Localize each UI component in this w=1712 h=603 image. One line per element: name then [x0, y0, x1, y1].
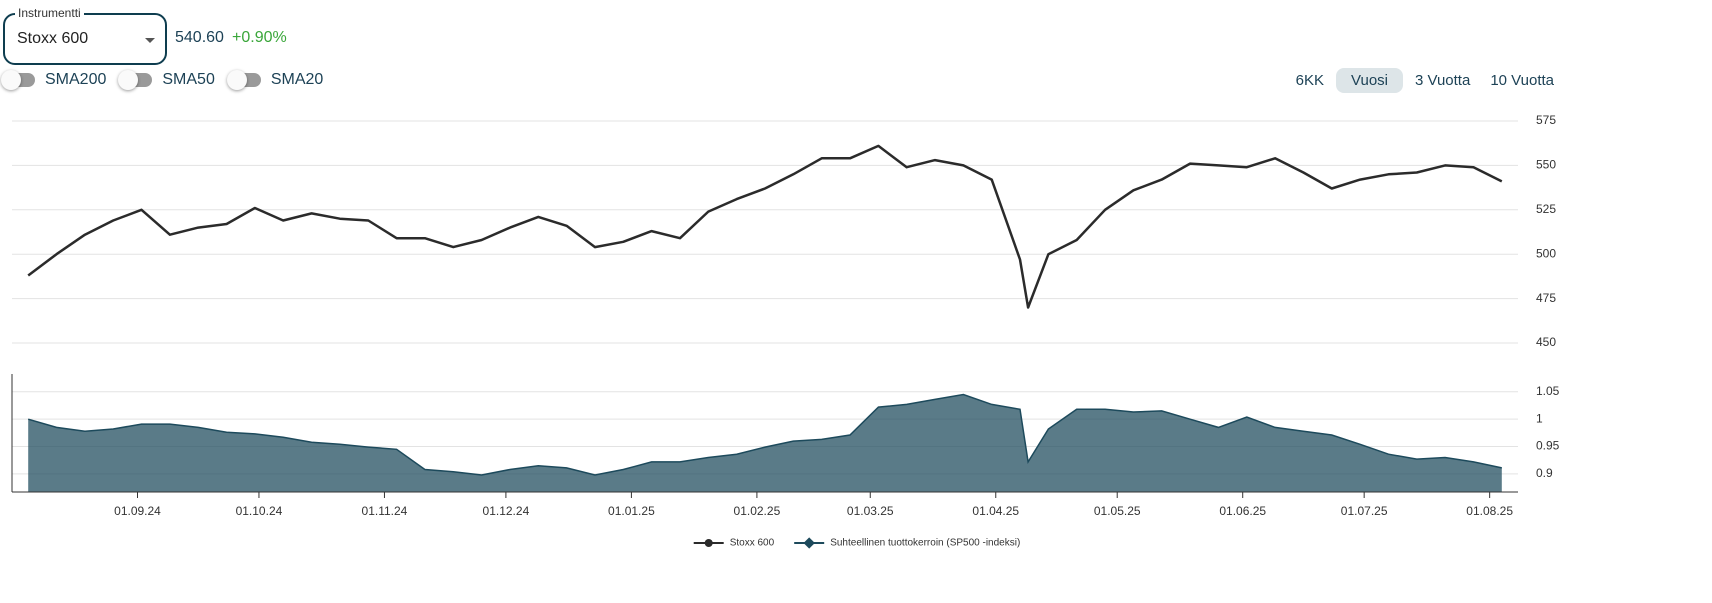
legend: Stoxx 600 Suhteellinen tuottokerroin (SP5…: [693, 537, 1020, 549]
toggle-row: SMA200 SMA50 SMA20: [1, 70, 324, 90]
legend-label: Stoxx 600: [730, 538, 775, 549]
y-tick-label: 550: [1536, 158, 1556, 172]
range-button[interactable]: 3 Vuotta: [1415, 72, 1471, 89]
legend-item[interactable]: Suhteellinen tuottokerroin (SP500 -indek…: [794, 537, 1020, 549]
instrument-select[interactable]: Instrumentti Stoxx 600: [3, 6, 167, 65]
y-tick-label: 0.9: [1536, 466, 1553, 480]
toggle-track: [1, 70, 35, 90]
legend-marker: [704, 539, 713, 547]
x-tick-label: 01.05.25: [1094, 504, 1141, 518]
sma-toggle[interactable]: SMA20: [226, 70, 324, 90]
x-tick-label: 01.09.24: [114, 504, 161, 518]
range-button[interactable]: 10 Vuotta: [1490, 72, 1554, 89]
select-label: Instrumentti: [15, 6, 84, 20]
legend-item[interactable]: Stoxx 600: [693, 538, 775, 549]
x-tick-label: 01.07.25: [1341, 504, 1388, 518]
x-tick-label: 01.06.25: [1219, 504, 1266, 518]
x-tick-label: 01.08.25: [1466, 504, 1513, 518]
area-fill: [28, 394, 1502, 492]
toggle-label: SMA50: [162, 71, 215, 88]
x-tick-label: 01.10.24: [236, 504, 283, 518]
line: [27, 144, 1503, 309]
toggle-knob: [118, 70, 139, 90]
range-buttons: 6KK Vuosi 3 Vuotta 10 Vuotta: [1288, 68, 1562, 93]
x-tick-label: 01.11.24: [362, 504, 408, 518]
select-value: Stoxx 600: [17, 30, 89, 47]
caret-icon: [145, 38, 155, 43]
toggle-label: SMA200: [45, 71, 107, 88]
toggle-knob: [1, 70, 21, 90]
x-tick-label: 01.04.25: [972, 504, 1019, 518]
y-tick-label: 0.95: [1536, 439, 1560, 453]
range-button[interactable]: 6KK: [1295, 72, 1325, 89]
y-tick-label: 1.05: [1536, 384, 1560, 398]
x-tick-label: 01.12.24: [483, 504, 530, 518]
change: +0.90%: [232, 29, 287, 46]
y-tick-label: 575: [1536, 113, 1556, 127]
toggle-knob: [226, 70, 247, 90]
range-button[interactable]: Vuosi: [1336, 68, 1403, 93]
y-tick-label: 450: [1536, 335, 1556, 349]
area-line: [27, 393, 1502, 476]
y-tick-label: 1: [1536, 411, 1543, 425]
toggle-track: [226, 70, 261, 90]
toggle-label: SMA20: [270, 71, 324, 88]
y-tick-label: 475: [1536, 291, 1556, 305]
x-tick-label: 01.02.25: [734, 504, 781, 518]
legend-marker: [803, 537, 815, 549]
y-tick-label: 525: [1536, 202, 1556, 216]
sma-toggle[interactable]: SMA200: [1, 70, 107, 90]
price: 540.60: [175, 29, 224, 46]
toggle-track: [118, 70, 153, 90]
legend-label: Suhteellinen tuottokerroin (SP500 -indek…: [830, 538, 1020, 549]
y-tick-label: 500: [1536, 246, 1556, 260]
sma-toggle[interactable]: SMA50: [118, 70, 215, 90]
x-tick-label: 01.01.25: [608, 504, 655, 518]
x-tick-label: 01.03.25: [847, 504, 894, 518]
